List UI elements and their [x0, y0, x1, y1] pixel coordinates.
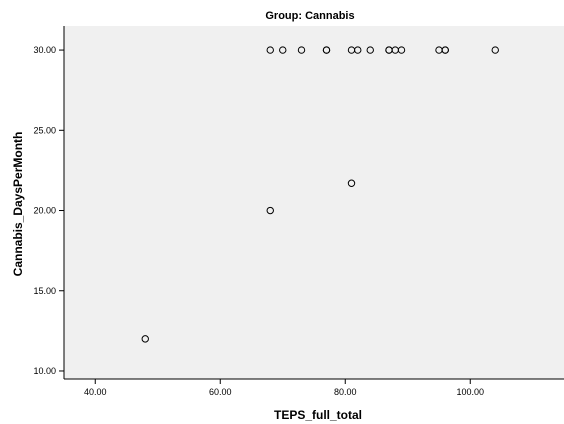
scatter-point	[141, 335, 149, 343]
y-axis-ticks: 10.00 15.00 20.00 25.00 30.00	[33, 45, 64, 376]
x-axis-label: TEPS_full_total	[274, 408, 362, 422]
scatter-point	[279, 46, 287, 54]
scatter-point	[322, 46, 331, 54]
scatter-point	[266, 46, 274, 54]
x-tick-label: 60.00	[209, 387, 232, 397]
y-tick-label: 25.00	[33, 125, 56, 135]
x-tick-label: 100.00	[456, 387, 484, 397]
y-tick-label: 10.00	[33, 366, 56, 376]
data-points	[141, 46, 499, 343]
x-tick-label: 80.00	[334, 387, 357, 397]
scatter-point	[397, 46, 406, 54]
plot-area	[64, 26, 564, 379]
chart-title: Group: Cannabis	[265, 10, 354, 22]
scatter-point	[266, 206, 274, 215]
scatter-point	[366, 46, 374, 54]
x-axis-ticks: 40.00 60.00 80.00 100.00	[84, 379, 484, 397]
scatter-point	[347, 179, 356, 187]
scatter-point	[354, 46, 362, 54]
x-tick-label: 40.00	[84, 387, 107, 397]
y-axis-label: Cannabis_DaysPerMonth	[11, 132, 25, 277]
y-tick-label: 20.00	[33, 206, 56, 216]
y-tick-label: 15.00	[33, 286, 56, 296]
scatter-point	[441, 46, 449, 54]
scatter-point	[491, 46, 499, 54]
scatter-point	[297, 46, 306, 54]
y-tick-label: 30.00	[33, 45, 56, 55]
